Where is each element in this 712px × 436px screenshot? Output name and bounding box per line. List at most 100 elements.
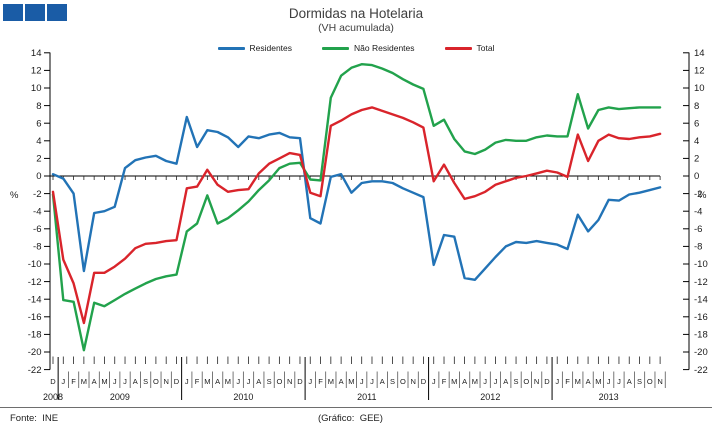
month-label: J (185, 377, 189, 386)
month-label: M (225, 377, 231, 386)
credit-note: (Gráfico: GEE) (318, 413, 383, 424)
y-tick-label-left: -22 (28, 365, 42, 376)
month-label: M (328, 377, 334, 386)
year-label: 2010 (233, 392, 253, 402)
month-label: A (256, 377, 261, 386)
y-tick-label-left: 8 (36, 101, 41, 112)
month-label: N (534, 377, 539, 386)
month-label: N (657, 377, 662, 386)
month-label: F (565, 377, 570, 386)
month-label: M (204, 377, 210, 386)
y-tick-label-left: -20 (28, 347, 42, 358)
y-tick-label-right: 12 (694, 66, 705, 77)
series-line-nao-residentes (51, 62, 662, 352)
month-label: M (451, 377, 457, 386)
month-label: J (555, 377, 559, 386)
month-label: S (637, 377, 642, 386)
month-label: M (595, 377, 601, 386)
month-label: S (514, 377, 519, 386)
y-tick-label-right: -20 (694, 347, 708, 358)
y-tick-label-right: 0 (694, 171, 699, 182)
month-label: A (462, 377, 467, 386)
month-label: M (101, 377, 107, 386)
y-tick-label-right: -8 (694, 242, 702, 253)
month-label: M (575, 377, 581, 386)
legend-swatch (322, 46, 350, 50)
year-label: 2012 (480, 392, 500, 402)
month-label: D (297, 377, 303, 386)
y-tick-label-right: 4 (694, 136, 699, 147)
y-axis-unit-right: % (698, 190, 707, 201)
month-label: M (81, 377, 87, 386)
month-label: O (276, 377, 282, 386)
month-label: A (503, 377, 508, 386)
legend-label: Residentes (249, 43, 293, 53)
y-tick-label-right: 2 (694, 154, 699, 165)
chart-title: Dormidas na Hotelaria (288, 6, 424, 21)
y-tick-label-right: -14 (694, 294, 708, 305)
y-tick-label-left: -14 (28, 294, 42, 305)
month-label: S (143, 377, 148, 386)
month-label: N (410, 377, 415, 386)
y-tick-label-right: 10 (694, 83, 705, 94)
legend-item-residentes: Residentes (217, 43, 293, 53)
y-tick-label-right: -16 (694, 312, 708, 323)
year-label: 2009 (110, 392, 130, 402)
month-label: O (647, 377, 653, 386)
legend-item-total: Total (444, 43, 495, 53)
y-tick-label-left: -4 (33, 206, 41, 217)
y-tick-label-left: 10 (31, 83, 42, 94)
month-label: D (50, 377, 56, 386)
y-tick-label-right: -2 (694, 189, 702, 200)
logo-square (47, 4, 67, 21)
y-tick-label-left: -6 (33, 224, 41, 235)
y-tick-label-left: -12 (28, 277, 42, 288)
y-tick-label-left: -10 (28, 259, 42, 270)
month-label: J (61, 377, 65, 386)
year-label: 2011 (357, 392, 376, 402)
series-line-total (51, 106, 662, 325)
month-label: N (163, 377, 168, 386)
month-label: F (318, 377, 323, 386)
logo-square (3, 4, 23, 21)
y-tick-label-left: -16 (28, 312, 42, 323)
month-label: J (236, 377, 240, 386)
y-tick-label-right: -4 (694, 206, 702, 217)
legend-label: Total (476, 43, 495, 53)
y-tick-label-left: -2 (33, 189, 41, 200)
y-tick-label-right: -10 (694, 259, 708, 270)
month-label: A (92, 377, 97, 386)
month-label: J (308, 377, 312, 386)
y-tick-label-left: 12 (31, 66, 42, 77)
y-tick-label-left: 6 (36, 118, 41, 129)
month-label: F (195, 377, 200, 386)
y-tick-label-right: -18 (694, 330, 708, 341)
y-tick-label-left: 14 (31, 48, 42, 59)
month-label: O (523, 377, 529, 386)
month-label: J (113, 377, 117, 386)
month-label: D (544, 377, 550, 386)
month-label: D (421, 377, 427, 386)
month-label: A (586, 377, 591, 386)
legend-swatch (217, 46, 245, 50)
month-label: J (360, 377, 364, 386)
legend-item-nao-residentes: Não Residentes (322, 43, 415, 53)
month-label: F (71, 377, 76, 386)
y-tick-label-right: -12 (694, 277, 708, 288)
month-label: J (483, 377, 487, 386)
month-label: J (370, 377, 374, 386)
y-tick-label-right: 14 (694, 48, 705, 59)
y-tick-label-right: 8 (694, 101, 699, 112)
logo (3, 4, 67, 21)
month-label: D (174, 377, 180, 386)
month-label: M (348, 377, 354, 386)
month-label: A (380, 377, 385, 386)
month-label: O (400, 377, 406, 386)
y-tick-label-left: -18 (28, 330, 42, 341)
footer-divider (0, 407, 712, 408)
y-tick-label-left: 2 (36, 154, 41, 165)
year-label: 2013 (599, 392, 619, 402)
y-tick-label-left: 0 (36, 171, 41, 182)
month-label: A (339, 377, 344, 386)
